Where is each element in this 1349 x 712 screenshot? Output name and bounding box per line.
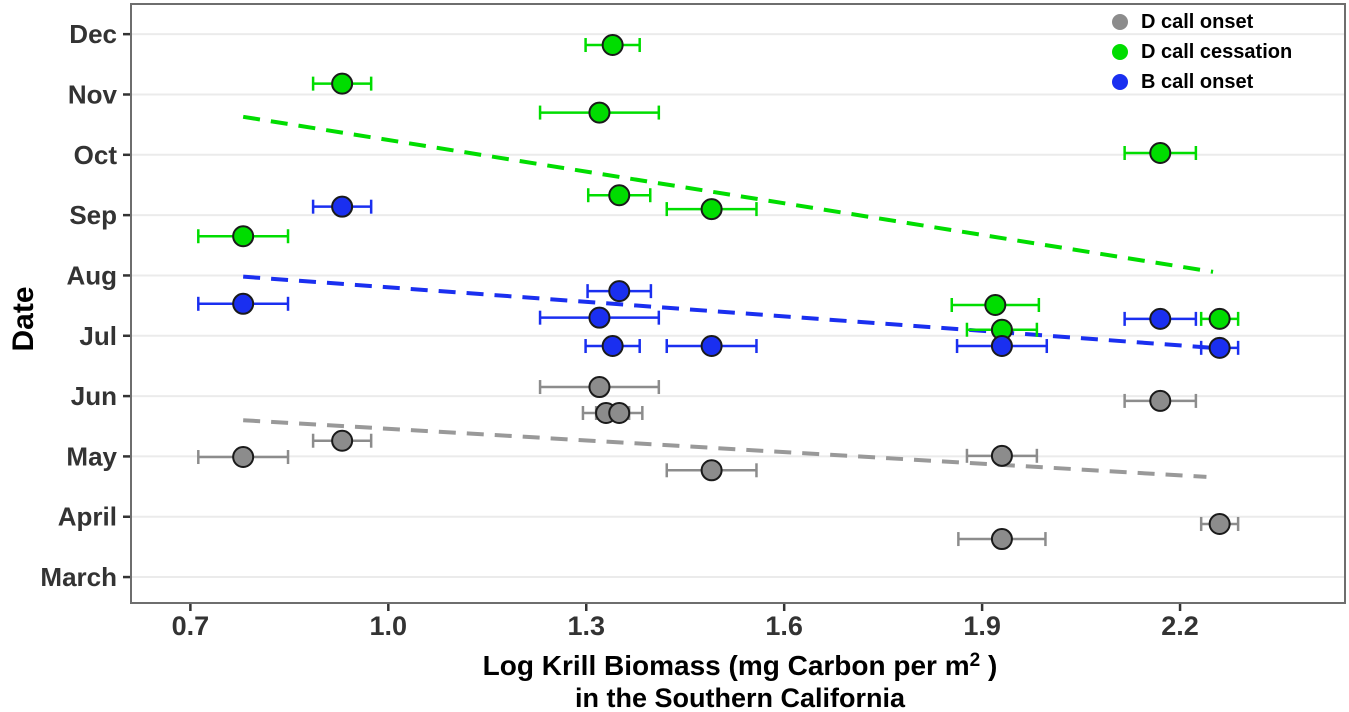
- x-tick-label-1.6: 1.6: [765, 611, 803, 641]
- data-point-d-call-cessation: [588, 101, 611, 124]
- data-point-d-call-onset: [990, 444, 1013, 467]
- data-point-d-call-onset: [588, 376, 611, 399]
- x-tick-label-2.2: 2.2: [1161, 611, 1199, 641]
- data-point-d-call-onset: [990, 528, 1013, 551]
- trend-line-d-call-cessation: [242, 114, 1214, 274]
- x-tick-label-1.0: 1.0: [370, 611, 408, 641]
- x-tick-label-0.7: 0.7: [172, 611, 210, 641]
- data-point-b-call-onset: [608, 280, 631, 303]
- y-tick-label-march: March: [40, 562, 117, 592]
- data-point-b-call-onset: [700, 335, 723, 358]
- legend-item-d-call-cessation: D call cessation: [1112, 37, 1292, 67]
- data-point-d-call-onset: [232, 446, 255, 469]
- y-tick-label-dec: Dec: [69, 19, 117, 49]
- data-point-d-call-cessation: [331, 72, 354, 95]
- data-point-d-call-cessation: [1149, 141, 1172, 164]
- panel-background: [131, 4, 1345, 603]
- y-tick-label-aug: Aug: [66, 260, 117, 290]
- legend-item-b-call-onset: B call onset: [1112, 67, 1292, 97]
- legend-label-d-call-cessation: D call cessation: [1141, 40, 1293, 63]
- x-tick-label-1.3: 1.3: [567, 611, 605, 641]
- y-tick-label-jun: Jun: [71, 381, 117, 411]
- y-tick-label-oct: Oct: [74, 140, 118, 170]
- data-point-d-call-onset: [1149, 389, 1172, 412]
- x-axis-title-suffix: ): [980, 650, 998, 681]
- data-point-d-call-onset: [1208, 512, 1231, 535]
- data-point-d-call-onset: [700, 459, 723, 482]
- x-axis-title-line1: Log Krill Biomass (mg Carbon per m2 ): [0, 650, 1349, 682]
- data-point-b-call-onset: [601, 335, 624, 358]
- legend-dot-blue: [1112, 74, 1128, 90]
- data-point-d-call-onset: [608, 401, 631, 424]
- data-point-b-call-onset: [331, 195, 354, 218]
- data-point-d-call-cessation: [601, 34, 624, 57]
- data-point-d-call-cessation: [700, 198, 723, 221]
- x-axis-title-superscript: 2: [969, 650, 981, 671]
- data-point-d-call-cessation: [232, 225, 255, 248]
- data-point-b-call-onset: [1208, 336, 1231, 359]
- y-tick-label-sep: Sep: [69, 200, 117, 230]
- legend-dot-green: [1112, 44, 1128, 60]
- data-point-d-call-cessation: [1208, 307, 1231, 330]
- y-tick-label-may: May: [66, 441, 117, 471]
- legend-label-d-call-onset: D call onset: [1141, 10, 1254, 33]
- y-tick-label-jul: Jul: [79, 321, 117, 351]
- x-axis-title-text: Log Krill Biomass (mg Carbon per m: [482, 650, 970, 681]
- data-point-d-call-onset: [331, 429, 354, 452]
- legend-label-b-call-onset: B call onset: [1141, 70, 1254, 93]
- x-tick-label-1.9: 1.9: [963, 611, 1001, 641]
- trend-line-d-call-onset: [243, 418, 1207, 479]
- x-axis-title-line2: in the Southern California: [574, 683, 905, 712]
- data-point-d-call-cessation: [608, 184, 631, 207]
- y-tick-label-nov: Nov: [68, 79, 118, 109]
- data-point-b-call-onset: [232, 292, 255, 315]
- data-point-b-call-onset: [1149, 307, 1172, 330]
- panel-border: [130, 3, 1346, 604]
- trend-line-b-call-onset: [243, 274, 1214, 350]
- y-axis-title: Date: [7, 286, 40, 352]
- data-point-d-call-cessation: [984, 294, 1007, 317]
- y-tick-label-april: April: [58, 502, 117, 532]
- legend-dot-gray: [1112, 14, 1128, 30]
- data-point-b-call-onset: [588, 306, 611, 329]
- legend-item-d-call-onset: D call onset: [1112, 7, 1292, 37]
- data-point-b-call-onset: [990, 335, 1013, 358]
- legend: D call onset D call cessation B call ons…: [1112, 7, 1292, 97]
